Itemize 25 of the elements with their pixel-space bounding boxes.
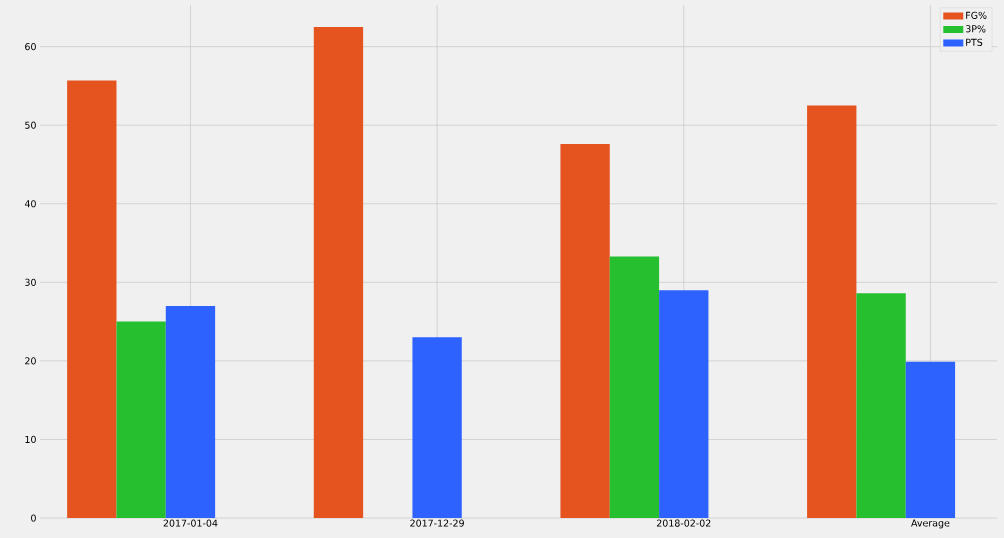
legend-label: PTS (966, 38, 983, 46)
y-tick-label: 60 (25, 43, 36, 51)
bar (856, 293, 906, 518)
y-tick-label: 40 (24, 200, 36, 208)
bar (116, 321, 166, 518)
bar (609, 256, 660, 518)
y-tick-label: 20 (25, 357, 36, 365)
bar (807, 105, 857, 518)
bar (412, 337, 462, 518)
y-tick-label: 50 (25, 121, 36, 129)
bar (659, 290, 709, 518)
legend-label: 3P% (965, 25, 986, 33)
bar (165, 305, 216, 518)
y-tick-label: 10 (25, 435, 36, 444)
bar (905, 361, 956, 518)
x-tick-label: 2018-02-02 (656, 519, 711, 527)
x-tick-label: 2017-01-04 (163, 519, 218, 527)
y-tick-label: 0 (31, 514, 36, 522)
bar (560, 144, 610, 518)
bar (67, 80, 117, 518)
x-tick-label: 2017-12-29 (410, 519, 464, 527)
y-tick-label: 30 (25, 278, 36, 286)
bar (313, 26, 364, 518)
x-tick-label: Average (911, 519, 950, 529)
legend-label: FG% (966, 11, 987, 19)
